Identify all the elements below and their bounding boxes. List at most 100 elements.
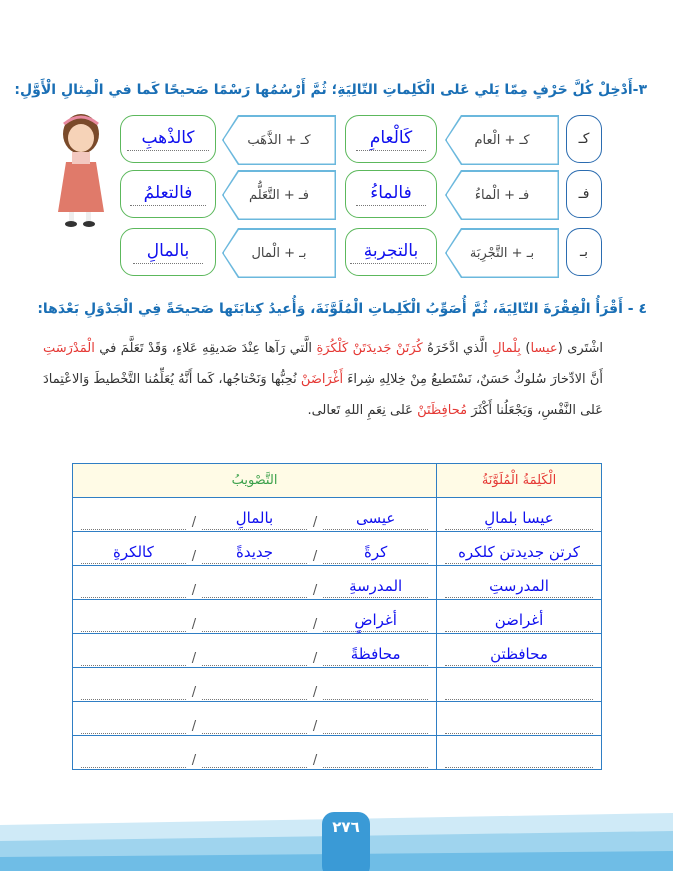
exercise-3-heading: ٣-أَدْخِلْ كُلَّ حَرْفٍ مِمّا يَلي عَلى … bbox=[14, 82, 647, 98]
prompt-text: فـ + التَّعَلُّم bbox=[249, 187, 309, 203]
prompt-text: بـ + التَّجْرِبَة bbox=[469, 245, 535, 261]
paragraph-text: عَلى نِعَمِ اللهِ تَعالى. bbox=[307, 403, 418, 418]
letter-label: كـ bbox=[566, 115, 602, 163]
header-correction: التَّصْويبُ bbox=[72, 463, 437, 498]
answer-box[interactable]: فالماءُ bbox=[345, 170, 437, 218]
paragraph-text: الَّتي رَآها عِنْدَ صَديقِهِ عَلاءٍ، وَق… bbox=[94, 341, 317, 356]
exercise-4-heading: ٤ - أَقْرَأُ الْفِقْرَةَ التّالِيَةَ، ثُ… bbox=[37, 301, 647, 317]
answer-text: كالذْهبِ bbox=[127, 128, 209, 151]
error-word: أَغْرَاضَنْ bbox=[300, 372, 344, 387]
letter-label: بـ bbox=[566, 228, 602, 276]
colored-word-field[interactable]: عيسا بلمالِ bbox=[445, 509, 593, 530]
correction-field-3[interactable] bbox=[81, 679, 186, 700]
header-colored-word: الْكَلِمَةُ الْمُلَوَّنَةُ bbox=[436, 463, 602, 498]
correction-field-3[interactable] bbox=[81, 713, 186, 734]
answer-box[interactable]: بالمالِ bbox=[120, 228, 216, 276]
separator: / bbox=[191, 616, 197, 632]
paragraph-text: الَّذي ادَّخَرَهُ bbox=[422, 341, 493, 356]
correction-field-3[interactable] bbox=[81, 611, 186, 632]
answer-box[interactable]: فالتعلمُ bbox=[120, 170, 216, 218]
separator: / bbox=[191, 718, 197, 734]
separator: / bbox=[191, 684, 197, 700]
correction-field-3[interactable] bbox=[81, 577, 186, 598]
answer-text: فالماءُ bbox=[356, 183, 426, 206]
answer-box[interactable]: بالتجربةِ bbox=[345, 228, 437, 276]
girl-illustration-icon bbox=[58, 114, 104, 227]
prompt-box: كـ + الْعام bbox=[445, 115, 559, 165]
prompt-box: كـ + الذَّهَب bbox=[222, 115, 336, 165]
table-row: المدرستِ المدرسةِ / / bbox=[72, 565, 602, 600]
paragraph-text: نُحِبُّها وَنَحْتاجُها، كَما أَنَّهُ يُع… bbox=[43, 372, 603, 418]
colored-word-field[interactable]: أغراضن bbox=[445, 611, 593, 632]
colored-word-field[interactable] bbox=[445, 679, 593, 700]
correction-field-1[interactable]: محافظةً bbox=[323, 645, 428, 666]
separator: / bbox=[312, 684, 318, 700]
prompt-text: بـ + الْمال bbox=[251, 245, 307, 261]
correction-field-2[interactable] bbox=[202, 645, 307, 666]
paragraph-text: اشْتَرى ( bbox=[557, 341, 603, 356]
error-word: مُحافِظَتَنْ bbox=[417, 403, 468, 418]
answer-box[interactable]: كَالْعامِ bbox=[345, 115, 437, 163]
separator: / bbox=[312, 718, 318, 734]
prompt-box: بـ + التَّجْرِبَة bbox=[445, 228, 559, 278]
separator: / bbox=[191, 650, 197, 666]
correction-table: الْكَلِمَةُ الْمُلَوَّنَةُ التَّصْويبُ ع… bbox=[72, 463, 602, 770]
error-word: بِلْمالِ bbox=[492, 341, 521, 356]
correction-field-3[interactable]: كالكرةِ bbox=[81, 543, 186, 564]
correction-field-3[interactable] bbox=[81, 747, 186, 768]
table-row: عيسا بلمالِ عيسى / بالمالِ / bbox=[72, 497, 602, 532]
prompt-text: فـ + الْماءُ bbox=[474, 187, 530, 203]
colored-word-field[interactable] bbox=[445, 713, 593, 734]
error-word: الْمَدْرَسَتِ bbox=[43, 341, 95, 356]
answer-text: كَالْعامِ bbox=[355, 128, 427, 151]
separator: / bbox=[312, 752, 318, 768]
correction-field-3[interactable] bbox=[81, 509, 186, 530]
answer-text: فالتعلمُ bbox=[129, 183, 207, 206]
separator: / bbox=[191, 514, 197, 530]
separator: / bbox=[312, 616, 318, 632]
error-word: عيسا bbox=[530, 341, 558, 356]
error-word: كُرَتَنْ جَديدَتَنْ كَلْكُرَةِ bbox=[316, 341, 423, 356]
exercise-4-paragraph: اشْتَرى (عيسا) بِلْمالِ الَّذي ادَّخَرَه… bbox=[43, 333, 603, 426]
table-row: / / bbox=[72, 735, 602, 770]
correction-field-1[interactable]: أغراضٍ bbox=[323, 611, 428, 632]
colored-word-field[interactable]: محافظتن bbox=[445, 645, 593, 666]
correction-field-1[interactable] bbox=[323, 747, 428, 768]
correction-field-3[interactable] bbox=[81, 645, 186, 666]
correction-field-2[interactable] bbox=[202, 611, 307, 632]
correction-field-2[interactable] bbox=[202, 577, 307, 598]
prompt-box: بـ + الْمال bbox=[222, 228, 336, 278]
correction-field-2[interactable] bbox=[202, 747, 307, 768]
separator: / bbox=[191, 548, 197, 564]
correction-field-1[interactable]: عيسى bbox=[323, 509, 428, 530]
correction-field-2[interactable]: جديدةً bbox=[202, 543, 307, 564]
page-number: ٢٧٦ bbox=[322, 812, 370, 871]
prompt-text: كـ + الذَّهَب bbox=[247, 132, 311, 148]
prompt-box: فـ + التَّعَلُّم bbox=[222, 170, 336, 220]
colored-word-field[interactable]: المدرستِ bbox=[445, 577, 593, 598]
correction-field-1[interactable]: كرةً bbox=[323, 543, 428, 564]
correction-field-2[interactable] bbox=[202, 679, 307, 700]
correction-field-1[interactable] bbox=[323, 713, 428, 734]
answer-box[interactable]: كالذْهبِ bbox=[120, 115, 216, 163]
table-row: / / bbox=[72, 701, 602, 736]
separator: / bbox=[312, 514, 318, 530]
separator: / bbox=[191, 582, 197, 598]
correction-field-1[interactable] bbox=[323, 679, 428, 700]
colored-word-field[interactable] bbox=[445, 747, 593, 768]
prompt-text: كـ + الْعام bbox=[474, 132, 530, 148]
paragraph-text: ) bbox=[520, 341, 531, 356]
colored-word-field[interactable]: كرتن جديدتن كلكره bbox=[445, 543, 593, 564]
correction-field-1[interactable]: المدرسةِ bbox=[323, 577, 428, 598]
paragraph-text: أَنَّ الادِّخارَ سُلوكٌ حَسَنٌ، نَسْتَطي… bbox=[343, 372, 603, 387]
prompt-box: فـ + الْماءُ bbox=[445, 170, 559, 220]
table-row: محافظتن محافظةً / / bbox=[72, 633, 602, 668]
separator: / bbox=[191, 752, 197, 768]
correction-field-2[interactable]: بالمالِ bbox=[202, 509, 307, 530]
answer-text: بالتجربةِ bbox=[349, 241, 433, 264]
separator: / bbox=[312, 548, 318, 564]
answer-text: بالمالِ bbox=[132, 241, 204, 264]
separator: / bbox=[312, 650, 318, 666]
correction-field-2[interactable] bbox=[202, 713, 307, 734]
